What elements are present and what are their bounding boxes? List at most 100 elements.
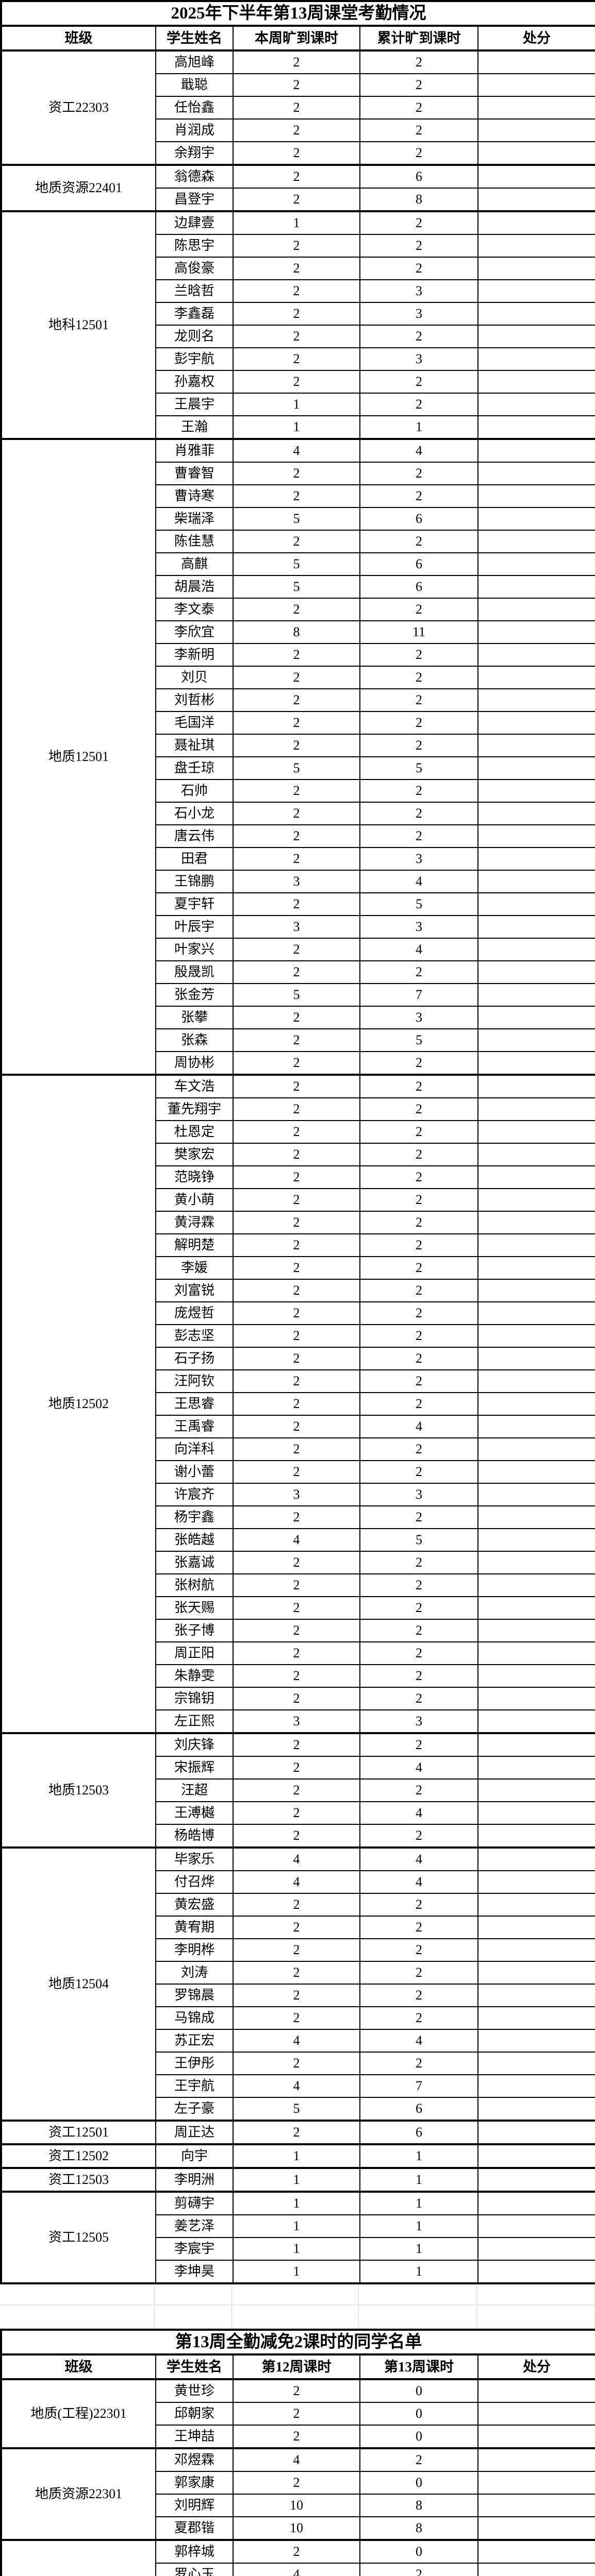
class-cell: 地质资源22301 (1, 2447, 156, 2540)
punishment-cell (477, 1938, 595, 1962)
table-row: 叶家兴 2 4 (1, 938, 595, 961)
week-value-cell: 2 (233, 257, 360, 280)
table-row: 资工12503 李明洲 1 1 (1, 2167, 595, 2192)
table-row: 李欣宜 8 11 (1, 620, 595, 644)
week-value-cell: 2 (233, 234, 360, 258)
table-row: 杜恩定 2 2 (1, 1120, 595, 1144)
table-row: 李鑫磊 2 3 (1, 302, 595, 326)
student-name-cell: 兰晗哲 (155, 279, 234, 303)
total-value-cell: 2 (359, 462, 478, 485)
week-value-cell: 2 (233, 1188, 360, 1212)
student-name-cell: 汪超 (155, 1778, 234, 1802)
total-value-cell: 2 (359, 530, 478, 553)
punishment-cell (477, 2029, 595, 2053)
total-value-cell: 2 (359, 666, 478, 689)
table-row: 昌登宇 2 8 (1, 188, 595, 212)
student-name-cell: 叶辰宇 (155, 915, 234, 939)
class-cell: 地质12504 (1, 1846, 156, 2121)
week-value-cell: 2 (233, 1211, 360, 1234)
week-value-cell: 2 (233, 484, 360, 508)
punishment-cell (477, 118, 595, 142)
week-value-cell: 2 (233, 49, 360, 74)
table-row: 解明楚 2 2 (1, 1233, 595, 1257)
punishment-cell (477, 870, 595, 893)
total-value-cell: 2 (359, 484, 478, 508)
table-row: 汪阿钦 2 2 (1, 1369, 595, 1393)
student-name-cell: 胡晨浩 (155, 575, 234, 599)
student-name-cell: 王伊彤 (155, 2052, 234, 2075)
punishment-cell (477, 1801, 595, 1825)
total-value-cell: 2 (359, 1824, 478, 1848)
punishment-cell (477, 1961, 595, 1985)
student-name-cell: 夏郡锴 (155, 2516, 234, 2540)
table-row: 王锦鹏 3 4 (1, 870, 595, 893)
student-name-cell: 刘贝 (155, 666, 234, 689)
punishment-cell (477, 2097, 595, 2121)
punishment-cell (477, 2425, 595, 2449)
week-value-cell: 2 (233, 1664, 360, 1688)
class-cell: 地质资源22401 (1, 164, 156, 212)
total-value-cell: 11 (359, 620, 478, 644)
punishment-cell (477, 347, 595, 371)
punishment-cell (477, 666, 595, 689)
table-row: 苏正宏 4 4 (1, 2029, 595, 2053)
week-value-cell: 4 (233, 438, 360, 463)
table-row: 地科12501 边肆壹 1 2 (1, 210, 595, 439)
class-cell: 地质12501 (1, 438, 156, 1075)
total-value-cell: 2 (359, 1256, 478, 1280)
punishment-cell (477, 1528, 595, 1552)
punishment-cell (477, 734, 595, 757)
punishment-cell (477, 2378, 595, 2403)
total-value-cell: 3 (359, 1483, 478, 1506)
week-value-cell: 5 (233, 2097, 360, 2121)
total-value-cell: 2 (359, 779, 478, 803)
total-value-cell: 2 (359, 234, 478, 258)
week-value-cell: 2 (233, 2006, 360, 2030)
punishment-cell (477, 1619, 595, 1642)
student-name-cell: 李明桦 (155, 1938, 234, 1962)
week-value-cell: 2 (233, 1369, 360, 1393)
student-name-cell: 宗锦钥 (155, 1687, 234, 1710)
total-value-cell: 2 (359, 393, 478, 416)
week-value-cell: 2 (233, 2378, 360, 2403)
week-value-cell: 2 (233, 1916, 360, 1939)
total-value-cell: 2 (359, 711, 478, 735)
student-name-cell: 李鑫磊 (155, 302, 234, 326)
table-row: 黄宏盛 2 2 (1, 1893, 595, 1917)
total-value-cell: 3 (359, 1006, 478, 1029)
table-row: 任怡鑫 2 2 (1, 96, 595, 120)
week-value-cell: 2 (233, 1143, 360, 1166)
student-name-cell: 刘涛 (155, 1961, 234, 1985)
total-value-cell: 2 (359, 1051, 478, 1075)
table-row: 罗锦晨 2 2 (1, 1984, 595, 2007)
student-name-cell: 石小龙 (155, 802, 234, 825)
empty-grid-cell (232, 2305, 359, 2329)
table-row: 刘涛 2 2 (1, 1961, 595, 1985)
total-value-cell: 2 (359, 1460, 478, 1484)
punishment-cell (477, 415, 595, 439)
table-row: 彭宇航 2 3 (1, 347, 595, 371)
total-value-cell: 1 (359, 2191, 478, 2215)
punishment-cell (477, 756, 595, 780)
student-name-cell: 盘壬琼 (155, 756, 234, 780)
week-value-cell: 8 (233, 620, 360, 644)
empty-grid-row (0, 2284, 595, 2305)
punishment-cell (477, 210, 595, 235)
table-row: 李宸宇 1 1 (1, 2237, 595, 2261)
table-row: 地质12504 毕家乐 4 4 (1, 1846, 595, 2121)
punishment-cell (477, 1916, 595, 1939)
class-cell: 地质(工程)22301 (1, 2378, 156, 2449)
table-row: 庞煜哲 2 2 (1, 1301, 595, 1325)
empty-grid-cell (359, 2284, 477, 2305)
student-name-cell: 王坤喆 (155, 2425, 234, 2449)
column-header: 学生姓名 (155, 25, 234, 52)
punishment-cell (477, 915, 595, 939)
class-cell: 资工12501 (1, 2120, 156, 2145)
total-value-cell: 2 (359, 1961, 478, 1985)
table-row: 李媛 2 2 (1, 1256, 595, 1280)
total-value-cell: 2 (359, 643, 478, 667)
punishment-cell (477, 530, 595, 553)
student-name-cell: 石子扬 (155, 1347, 234, 1370)
table-row: 李文泰 2 2 (1, 598, 595, 621)
column-header: 处分 (477, 2354, 595, 2380)
